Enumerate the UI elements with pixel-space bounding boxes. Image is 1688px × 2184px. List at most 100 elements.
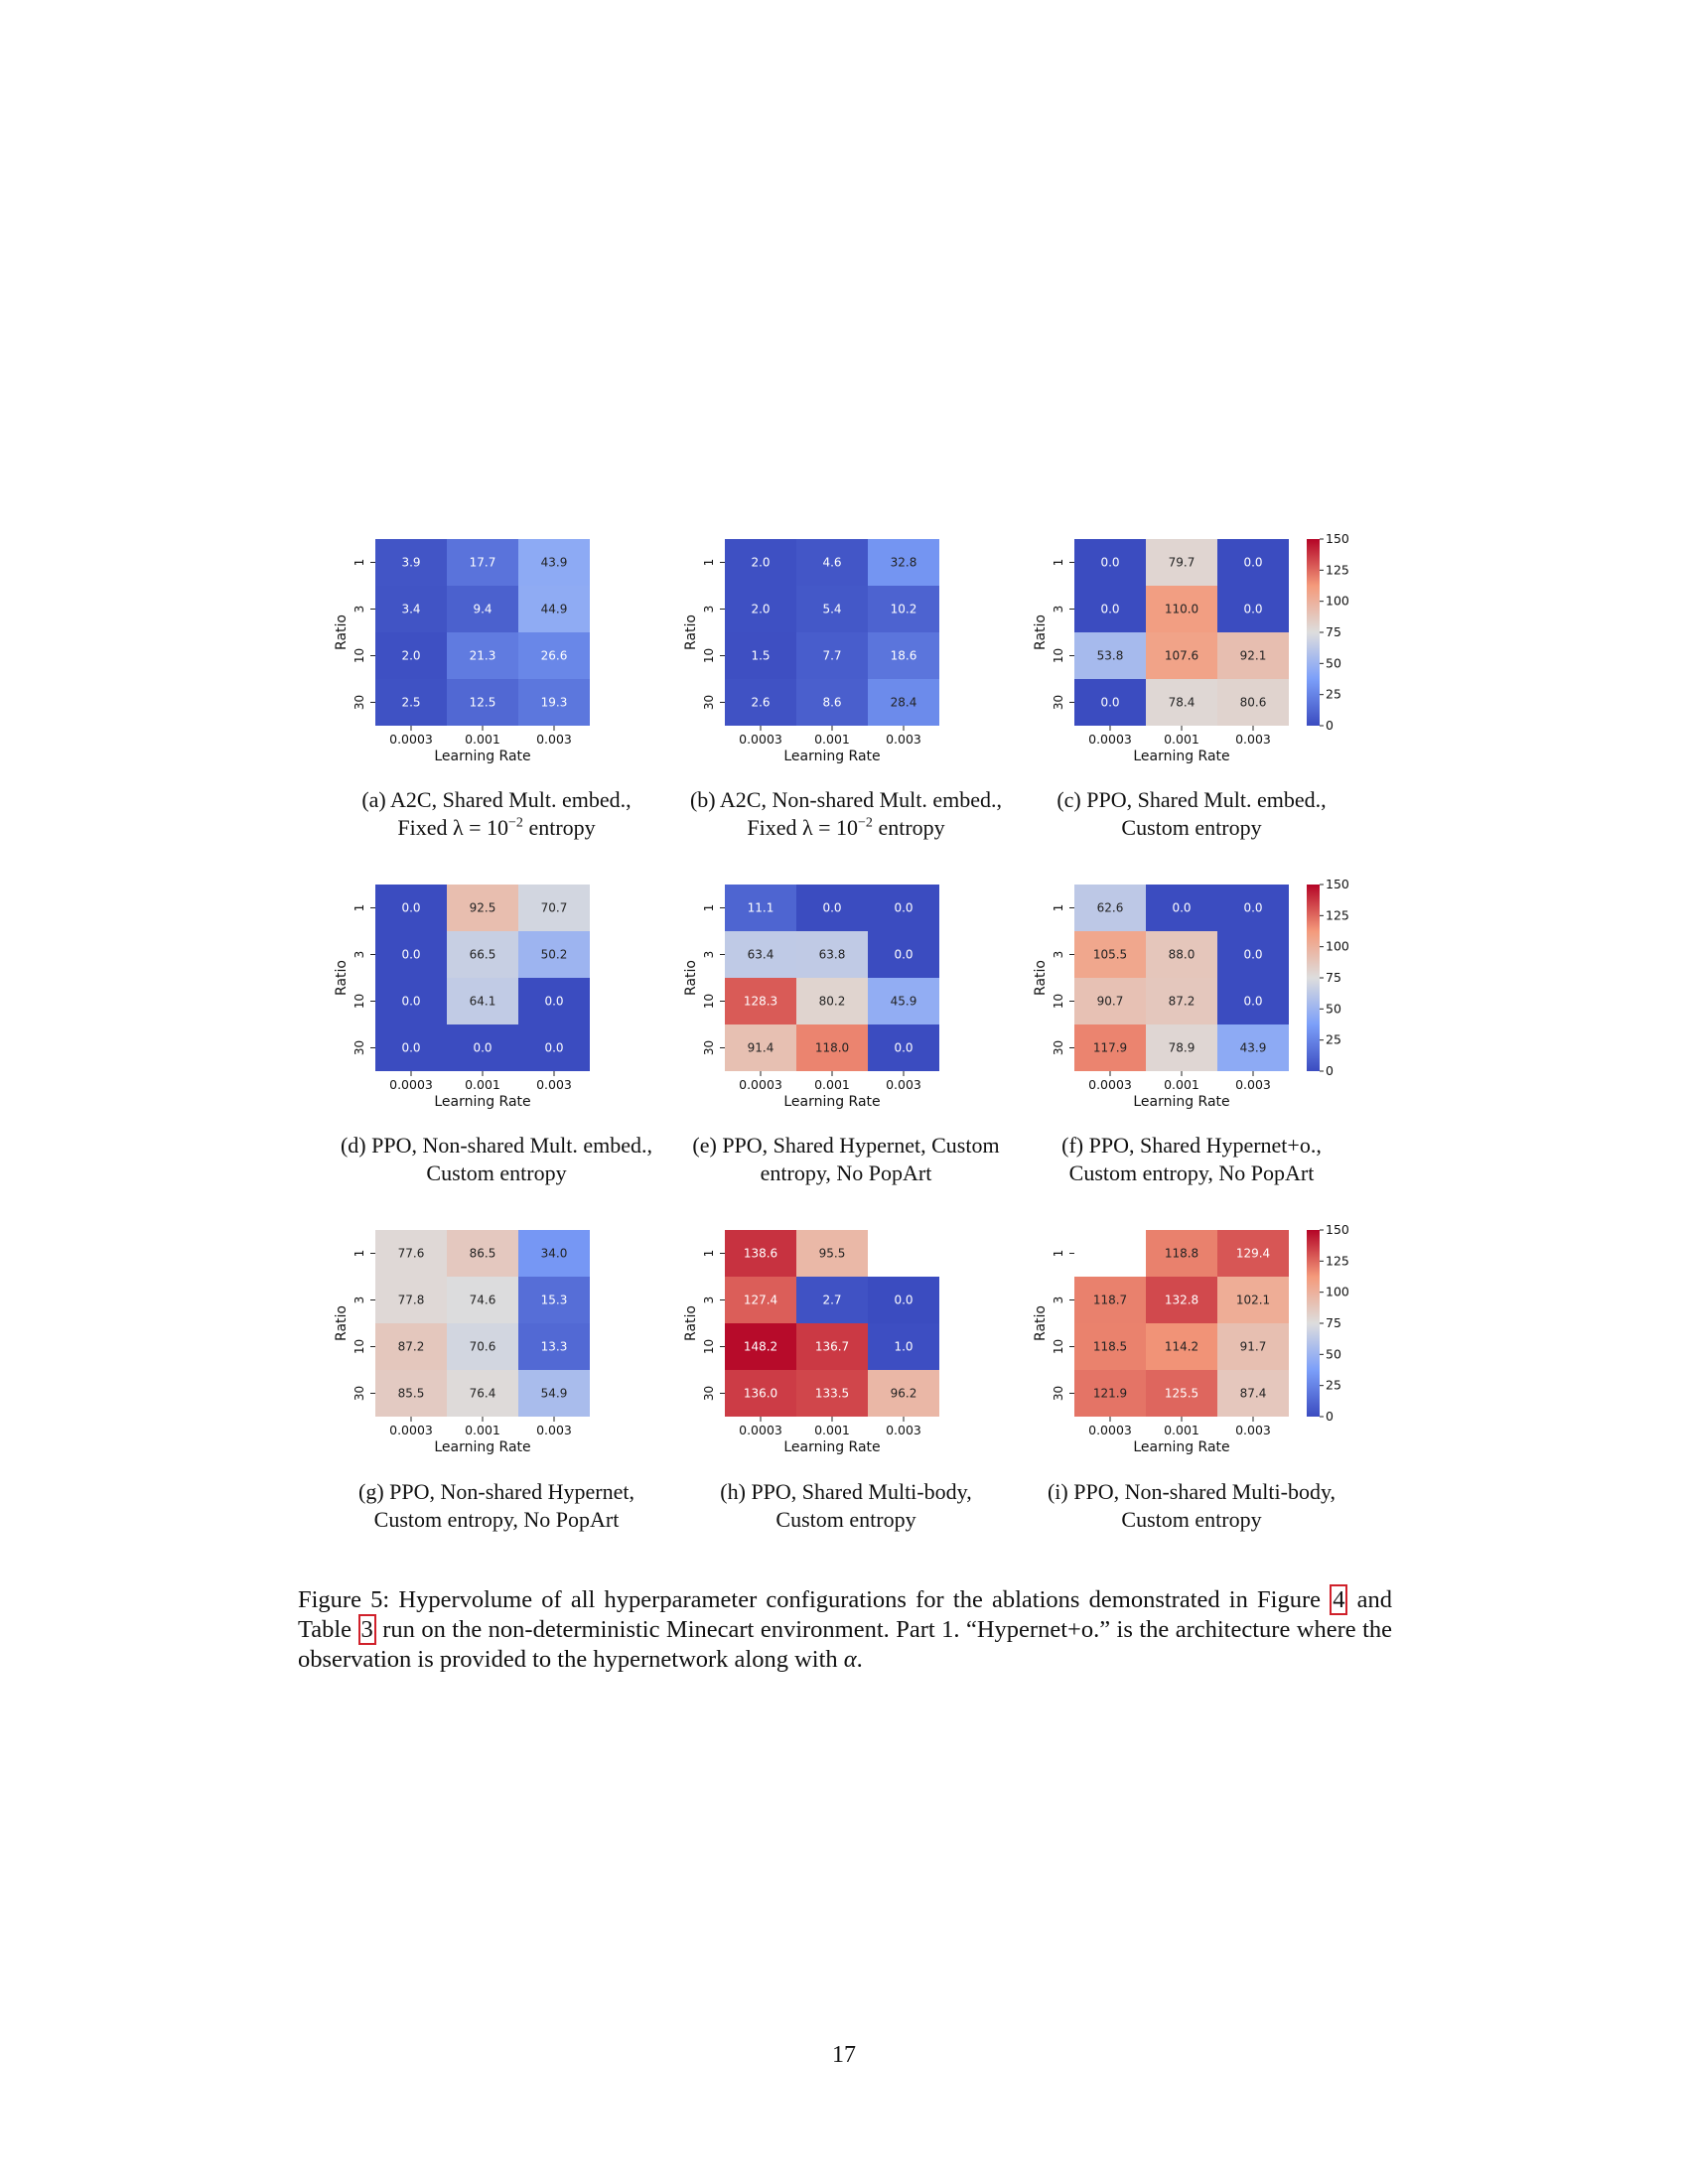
cell-value: 78.9: [1169, 1041, 1196, 1055]
cell-value: 118.7: [1093, 1294, 1127, 1307]
heatmap-cell: [518, 679, 590, 726]
colorbar-tick-label: 0: [1326, 1409, 1334, 1424]
x-tick-label: 0.0003: [1088, 1077, 1132, 1092]
y-tick-label: 1: [1052, 1250, 1065, 1258]
cell-value: 136.7: [815, 1340, 849, 1354]
heatmap-cell: [518, 1323, 590, 1370]
x-axis-label: Learning Rate: [434, 1439, 530, 1455]
heatmap-cell: [447, 586, 518, 632]
x-axis-label: Learning Rate: [434, 749, 530, 764]
x-tick-label: 0.003: [1235, 1077, 1271, 1092]
heatmap-cell: [796, 679, 868, 726]
colorbar-tick-label: 100: [1326, 1285, 1349, 1299]
heatmap-cell: [1146, 679, 1217, 726]
y-axis-label: Ratio: [334, 960, 350, 996]
heatmap-d: 0.0 92.5 70.7 0.0 66.5 50.2 0.0 64.1 0.0 0.0 0.0 0.…: [334, 885, 590, 1110]
heatmap-f: 62.6 0.0 0.0 105.5 88.0 0.0 90.7 87.2 0.0 117.9 78…: [1033, 877, 1349, 1110]
heatmap-cell: [375, 931, 447, 978]
heatmap-cell: [1074, 586, 1146, 632]
y-axis-label: Ratio: [334, 1305, 350, 1341]
x-tick-label: 0.001: [814, 1423, 850, 1437]
heatmap-cell: [375, 1230, 447, 1277]
cell-value: 12.5: [470, 696, 496, 710]
x-tick-label: 0.001: [465, 1423, 500, 1437]
heatmap-cell: [447, 1323, 518, 1370]
heatmap-cell: [1074, 539, 1146, 586]
page-number: 17: [832, 2042, 856, 2068]
cell-value: 107.6: [1165, 649, 1198, 663]
heatmap-cell: [796, 1323, 868, 1370]
heatmap-cell: [1146, 1024, 1217, 1071]
x-tick-label: 0.003: [536, 1077, 572, 1092]
x-tick-label: 0.0003: [389, 1077, 433, 1092]
cell-value: 45.9: [891, 995, 917, 1009]
heatmap-cell: [1217, 1277, 1289, 1323]
cell-value: 2.5: [401, 696, 420, 710]
heatmap-cell: [375, 1370, 447, 1417]
colorbar-tick-label: 125: [1326, 1253, 1349, 1268]
cell-value: 70.7: [541, 901, 568, 915]
cell-value: 2.7: [822, 1294, 841, 1307]
heatmap-cell: [518, 931, 590, 978]
y-axis-label: Ratio: [334, 614, 350, 650]
y-tick-label: 10: [352, 1339, 366, 1354]
cell-value: 13.3: [541, 1340, 568, 1354]
heatmap-cell: [796, 586, 868, 632]
colorbar-tick-label: 100: [1326, 594, 1349, 609]
x-tick-label: 0.001: [814, 732, 850, 747]
y-axis-label: Ratio: [683, 1305, 699, 1341]
heatmap-cell: [375, 885, 447, 931]
colorbar-tick-label: 25: [1326, 687, 1341, 702]
heatmap-cell: [1217, 539, 1289, 586]
y-tick-label: 30: [1052, 1386, 1065, 1401]
heatmap-cell: [725, 1370, 796, 1417]
x-tick-label: 0.001: [1164, 1423, 1199, 1437]
y-axis-label: Ratio: [683, 614, 699, 650]
table-ref-link[interactable]: 3: [357, 1613, 376, 1645]
x-axis-label: Learning Rate: [434, 1094, 530, 1110]
x-tick-label: 0.001: [1164, 732, 1199, 747]
heatmap-cell: [447, 632, 518, 679]
heatmap-cell: [1074, 931, 1146, 978]
y-tick-label: 3: [352, 1297, 366, 1304]
y-tick-label: 1: [352, 559, 366, 567]
cell-value: 1.0: [894, 1340, 913, 1354]
heatmap-cell: [796, 632, 868, 679]
x-tick-label: 0.0003: [739, 1077, 782, 1092]
heatmap-cell: [725, 931, 796, 978]
cell-value: 86.5: [470, 1247, 496, 1261]
cell-value: 19.3: [541, 696, 568, 710]
cell-value: 0.0: [1100, 603, 1119, 616]
heatmap-cell: [1217, 632, 1289, 679]
heatmap-cell: [725, 1277, 796, 1323]
colorbar-tick-label: 50: [1326, 1346, 1341, 1361]
heatmap-cell: [518, 978, 590, 1024]
heatmap-cell: [796, 1370, 868, 1417]
colorbar-tick-label: 50: [1326, 655, 1341, 670]
y-tick-label: 10: [1052, 994, 1065, 1009]
cell-value: 91.7: [1240, 1340, 1267, 1354]
subfigure-caption-d: (d) PPO, Non-shared Mult. embed., Custom …: [340, 1133, 653, 1185]
y-tick-label: 3: [1052, 606, 1065, 614]
cell-value: 32.8: [891, 556, 917, 570]
figure-ref-link[interactable]: 4: [1330, 1583, 1348, 1615]
heatmap-cell: [796, 885, 868, 931]
cell-value: 1.5: [751, 649, 770, 663]
heatmap-cell: [1217, 1024, 1289, 1071]
heatmap-cell: [447, 679, 518, 726]
heatmap-cell: [868, 931, 939, 978]
cell-value: 114.2: [1165, 1340, 1198, 1354]
cell-value: 121.9: [1093, 1387, 1127, 1401]
heatmap-cell: [447, 931, 518, 978]
cell-value: 118.0: [815, 1041, 849, 1055]
x-axis-label: Learning Rate: [783, 749, 880, 764]
heatmap-cell: [518, 885, 590, 931]
heatmap-cell: [725, 1323, 796, 1370]
heatmap-i: 118.8 129.4 118.7 132.8 102.1 118.5 114.2 91.7 1…: [1033, 1222, 1349, 1455]
x-tick-label: 0.0003: [389, 732, 433, 747]
heatmap-cell: [1217, 586, 1289, 632]
heatmap-cell: [1217, 679, 1289, 726]
cell-value: 132.8: [1165, 1294, 1198, 1307]
cell-value: 76.4: [470, 1387, 496, 1401]
